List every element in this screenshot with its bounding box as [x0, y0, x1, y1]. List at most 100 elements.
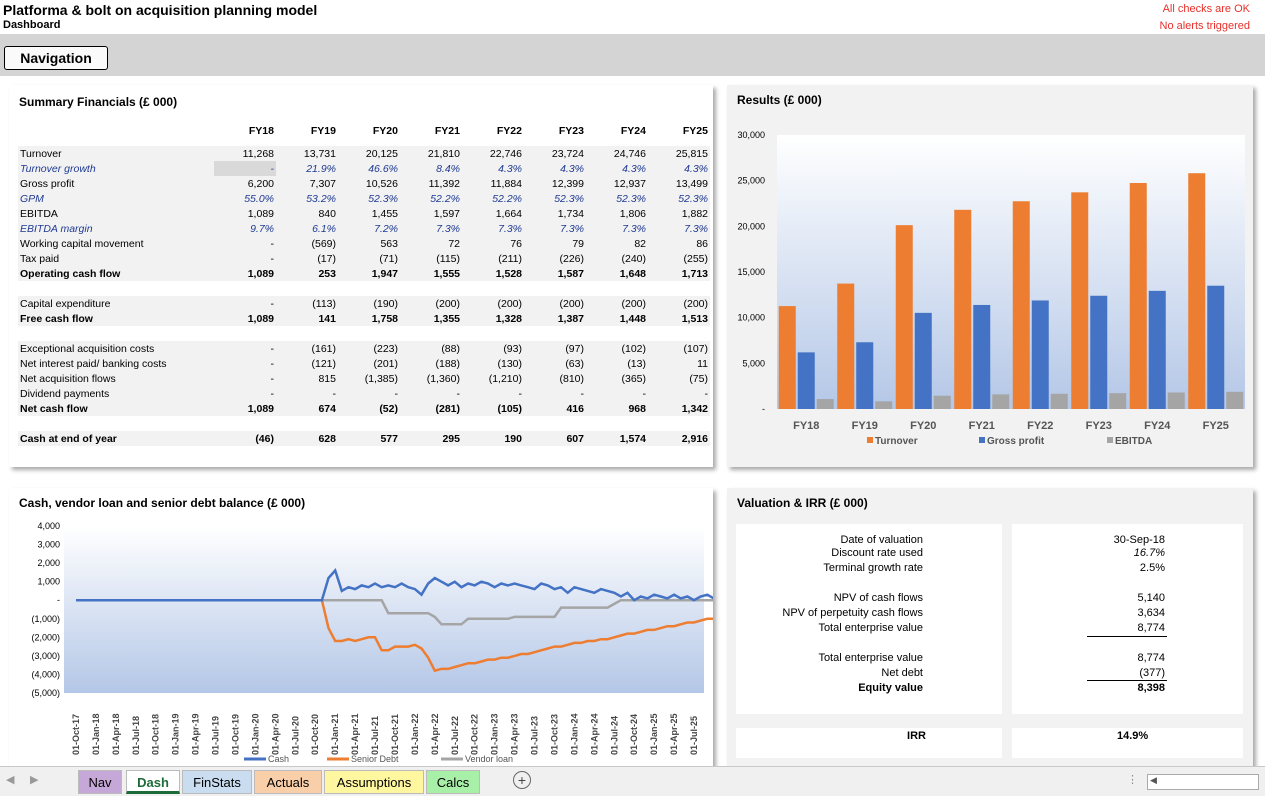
row-value: 674 — [276, 401, 338, 416]
row-value: 13,731 — [276, 146, 338, 161]
row-value: 7.3% — [586, 221, 648, 236]
row-value: 1,882 — [648, 206, 710, 221]
legend-swatch — [1107, 437, 1113, 443]
valuation-value: 30-Sep-18 — [1113, 534, 1165, 546]
spacer-cell — [18, 326, 710, 341]
row-value: - — [214, 341, 276, 356]
year-header: FY25 — [682, 125, 708, 137]
x-tick-label: 01-Oct-24 — [629, 714, 639, 755]
irr-value-box — [1012, 728, 1243, 758]
year-header: FY18 — [248, 125, 274, 137]
row-value: (130) — [462, 356, 524, 371]
tab-finstats[interactable]: FinStats — [182, 770, 252, 794]
table-row: Net cash flow 1,089 674 (52) (281) (105) 416 96… — [18, 401, 710, 416]
row-value: 21.9% — [276, 161, 338, 176]
valuation-label: Total enterprise value — [818, 622, 923, 634]
row-value: (200) — [462, 296, 524, 311]
x-tick-label: 01-Apr-19 — [191, 713, 201, 755]
navigation-button[interactable]: Navigation — [4, 46, 108, 70]
row-value: 295 — [400, 431, 462, 446]
row-value: 7.3% — [524, 221, 586, 236]
x-tick-label: 01-Jul-23 — [530, 716, 540, 755]
x-tick-label: 01-Apr-18 — [111, 713, 121, 755]
row-value: (46) — [214, 431, 276, 446]
row-label: Capital expenditure — [18, 296, 214, 311]
row-label: Dividend payments — [18, 386, 214, 401]
bar-ebitda — [1109, 393, 1127, 409]
valuation-title: Valuation & IRR (£ 000) — [737, 496, 868, 510]
row-value: 76 — [462, 236, 524, 251]
irr-label-box — [736, 728, 1002, 758]
row-value: 416 — [524, 401, 586, 416]
table-row: EBITDA margin 9.7% 6.1% 7.2% 7.3% 7.3% 7.3% 7.3… — [18, 221, 710, 236]
valuation-label: Date of valuation — [840, 534, 923, 546]
bar-turnover — [1129, 182, 1147, 409]
tab-calcs[interactable]: Calcs — [426, 770, 480, 794]
row-label: Net interest paid/ banking costs — [18, 356, 214, 371]
row-value: - — [338, 386, 400, 401]
legend-label: Vendor loan — [465, 754, 513, 764]
x-tick-label: 01-Jul-22 — [450, 716, 460, 755]
row-value: 10,526 — [338, 176, 400, 191]
tab-dash[interactable]: Dash — [126, 770, 180, 794]
row-value: 52.3% — [586, 191, 648, 206]
scroll-right-icon[interactable]: ▶ — [30, 774, 39, 786]
row-value: 55.0% — [214, 191, 276, 206]
table-row: Tax paid - (17) (71) (115) (211) (226) (240) (25… — [18, 251, 710, 266]
sheet-subtitle: Dashboard — [3, 19, 61, 31]
row-value: 6.1% — [276, 221, 338, 236]
row-value: 52.3% — [524, 191, 586, 206]
scroll-left-icon[interactable]: ◀ — [6, 774, 15, 786]
bar-gross-profit — [1207, 285, 1225, 409]
row-value: (281) — [400, 401, 462, 416]
row-label: Gross profit — [18, 176, 214, 191]
x-tick-label: 01-Apr-22 — [430, 713, 440, 755]
more-options-icon[interactable]: ⋮ — [1127, 774, 1138, 786]
tab-nav[interactable]: Nav — [78, 770, 122, 794]
legend-label: EBITDA — [1115, 436, 1152, 447]
row-value: 1,448 — [586, 311, 648, 326]
x-tick-label: 01-Jan-18 — [91, 713, 101, 755]
row-value: 82 — [586, 236, 648, 251]
table-row: EBITDA 1,089 840 1,455 1,597 1,664 1,734 1,806 1… — [18, 206, 710, 221]
row-label: GPM — [18, 191, 214, 206]
table-row: Capital expenditure - (113) (190) (200) (200)… — [18, 296, 710, 311]
x-tick-label: 01-Oct-17 — [71, 714, 81, 755]
x-tick-label: FY19 — [852, 420, 878, 432]
row-value: 607 — [524, 431, 586, 446]
row-value: 563 — [338, 236, 400, 251]
valuation-label: Total enterprise value — [818, 652, 923, 664]
x-tick-label: 01-Apr-24 — [589, 713, 599, 755]
row-value: (88) — [400, 341, 462, 356]
row-value: 25,815 — [648, 146, 710, 161]
table-row: Free cash flow 1,089 141 1,758 1,355 1,328 1,3… — [18, 311, 710, 326]
row-value: 1,089 — [214, 266, 276, 281]
y-tick-label: (1,000) — [31, 614, 60, 624]
y-tick-label: 10,000 — [737, 313, 765, 323]
x-tick-label: FY24 — [1144, 420, 1171, 432]
add-sheet-icon[interactable]: + — [513, 771, 531, 789]
horizontal-scrollbar[interactable]: ◀ — [1147, 774, 1259, 790]
row-value: (1,360) — [400, 371, 462, 386]
tab-assumptions[interactable]: Assumptions — [324, 770, 424, 794]
valuation-panel: Valuation & IRR (£ 000) Date of valuatio… — [727, 488, 1253, 770]
row-value: (17) — [276, 251, 338, 266]
row-value: 52.3% — [648, 191, 710, 206]
results-bar-chart: - 5,000 10,000 15,000 20,000 25,000 30,000 FY18… — [737, 130, 1245, 447]
summary-financials-panel: Summary Financials (£ 000) FY18 FY19 FY20 F… — [9, 85, 713, 467]
scroll-left-arrow-icon[interactable]: ◀ — [1150, 775, 1157, 785]
row-value: 1,713 — [648, 266, 710, 281]
row-label: EBITDA — [18, 206, 214, 221]
row-value: 72 — [400, 236, 462, 251]
row-value: 52.3% — [338, 191, 400, 206]
x-tick-label: 01-Jul-19 — [211, 716, 221, 755]
row-value: 1,587 — [524, 266, 586, 281]
tab-actuals[interactable]: Actuals — [254, 770, 322, 794]
row-value: 1,758 — [338, 311, 400, 326]
row-value: 13,499 — [648, 176, 710, 191]
row-value: 46.6% — [338, 161, 400, 176]
row-value: - — [214, 386, 276, 401]
y-tick-label: 5,000 — [742, 358, 765, 368]
x-tick-label: FY18 — [793, 420, 819, 432]
table-row: Turnover 11,268 13,731 20,125 21,810 22,746 23… — [18, 146, 710, 161]
